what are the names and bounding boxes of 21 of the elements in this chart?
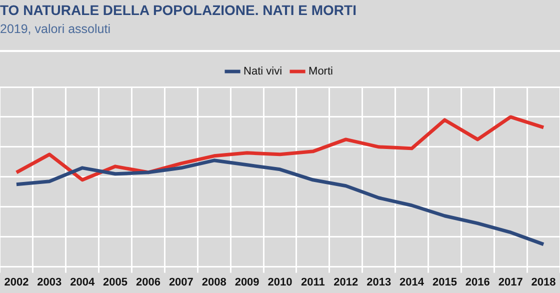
x-tick-label: 2007	[168, 276, 194, 288]
x-tick-label: 2009	[234, 276, 260, 288]
x-tick-label: 2002	[4, 276, 29, 288]
x-tick-label: 2004	[70, 276, 96, 288]
x-tick-label: 2013	[366, 276, 392, 288]
x-tick-label: 2016	[465, 276, 490, 288]
x-tick-label: 2011	[301, 276, 325, 288]
chart-subtitle: 2019, valori assoluti	[0, 22, 110, 36]
chart-title: TO NATURALE DELLA POPOLAZIONE. NATI E MORTI	[0, 2, 356, 18]
x-tick-label: 2003	[37, 276, 62, 288]
x-tick-label: 2008	[202, 276, 226, 288]
x-tick-label: 2012	[334, 276, 358, 288]
legend-label: Nati vivi	[244, 66, 282, 78]
x-tick-label: 2015	[432, 276, 457, 288]
x-tick-label: 2017	[498, 276, 523, 288]
x-tick-label: 2006	[136, 276, 160, 288]
x-tick-label: 2010	[268, 276, 292, 288]
x-tick-label: 2018	[531, 276, 556, 288]
legend-label: Morti	[308, 66, 333, 78]
x-tick-label: 2014	[400, 276, 425, 288]
x-tick-label: 2005	[103, 276, 128, 288]
